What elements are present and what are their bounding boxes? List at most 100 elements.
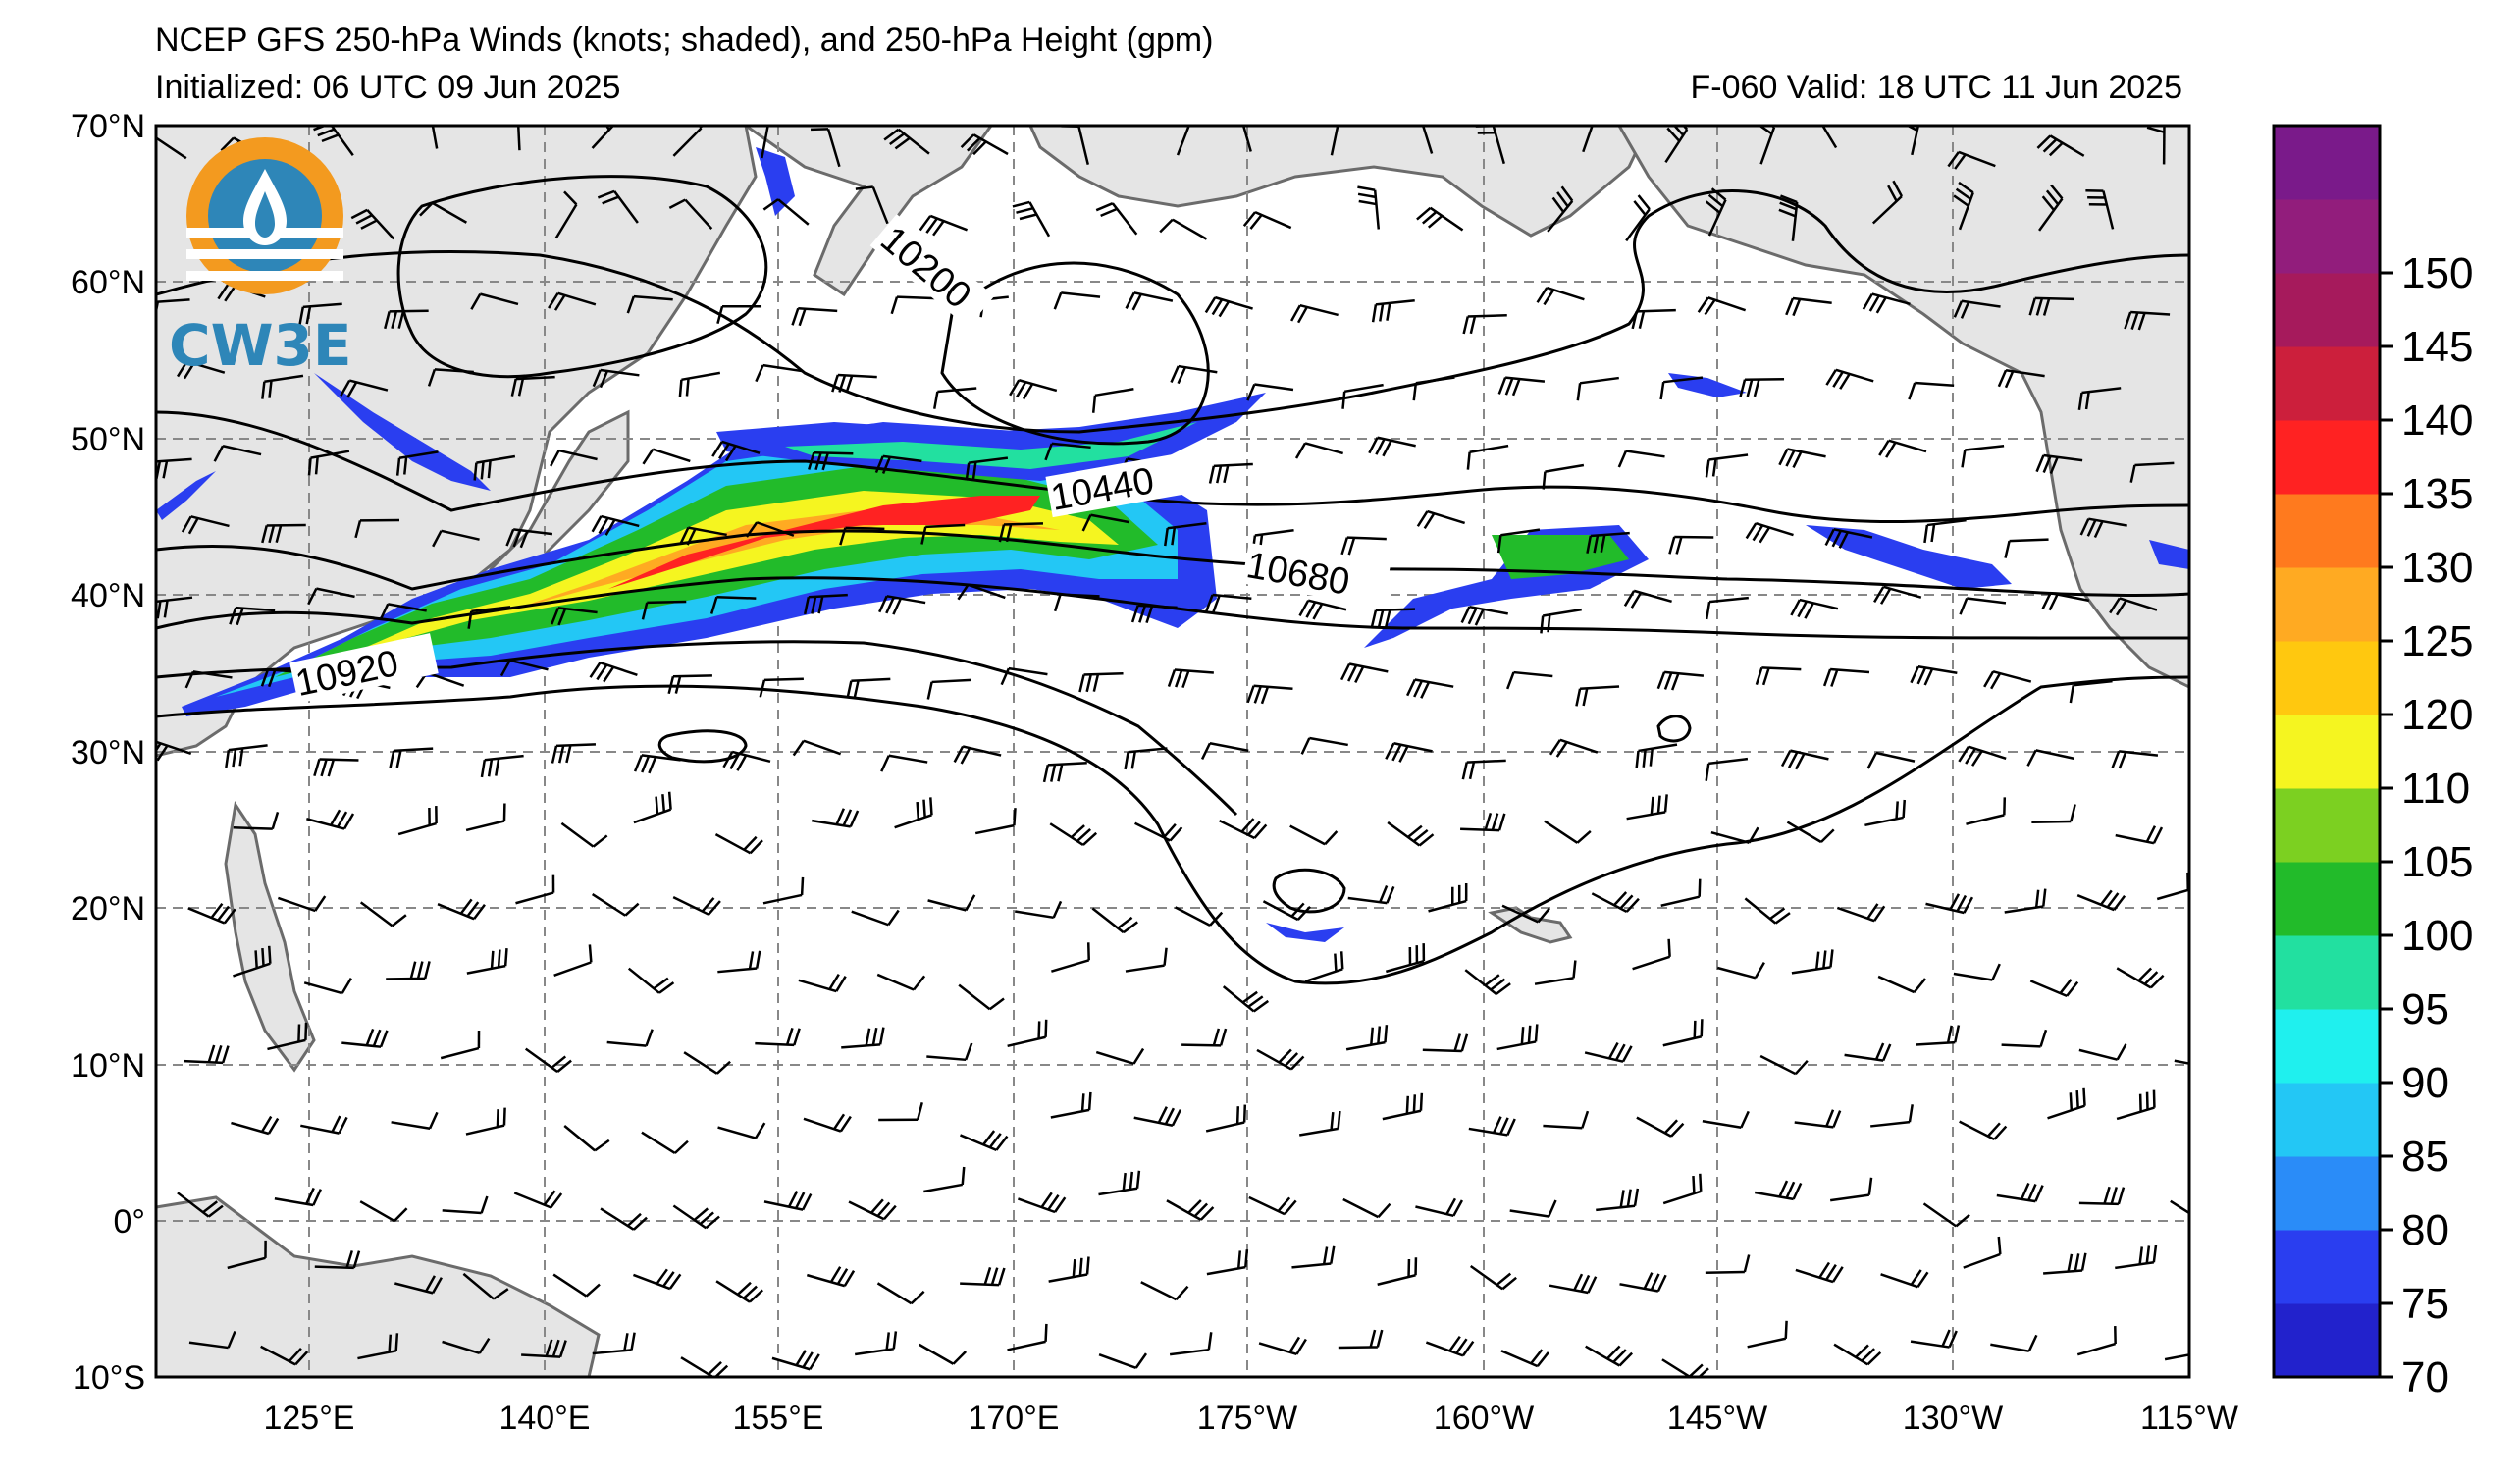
- wind-barb: [359, 901, 407, 927]
- wind-barb: [465, 803, 506, 832]
- wind-barb: [1786, 821, 1835, 844]
- wind-barb: [1540, 608, 1582, 634]
- colorbar-segment: [2274, 1230, 2380, 1304]
- wind-barb: [2079, 517, 2127, 539]
- wind-barb: [1755, 666, 1802, 686]
- wind-barb: [927, 894, 976, 912]
- wind-barb: [432, 529, 480, 548]
- wind-barb: [1794, 1109, 1842, 1129]
- colorbar-segment: [2274, 346, 2380, 421]
- wind-barb: [1345, 1025, 1389, 1051]
- wind-barb: [592, 1332, 636, 1355]
- wind-barb: [1051, 942, 1090, 973]
- land-japan: [478, 409, 630, 612]
- wind-barb: [1871, 180, 1904, 225]
- jet-shade-135kt: [608, 496, 1040, 589]
- wind-barb: [1536, 286, 1585, 306]
- wind-barb: [473, 454, 516, 481]
- wind-barb: [1497, 376, 1546, 397]
- wind-barb: [965, 456, 1009, 481]
- colorbar-tick-label: 140: [2401, 397, 2473, 445]
- wind-barb: [2001, 1029, 2048, 1048]
- wind-barb: [1042, 762, 1087, 783]
- wind-barb: [1501, 904, 1550, 924]
- wind-barb: [763, 1191, 813, 1211]
- wind-barb: [803, 1113, 852, 1133]
- wind-barb: [442, 1337, 491, 1355]
- logo-text: CW3E: [169, 312, 352, 379]
- wind-barb: [437, 898, 486, 921]
- wind-barb: [467, 606, 511, 629]
- wind-barb: [2085, 188, 2115, 230]
- wind-barb: [1833, 1343, 1882, 1366]
- wind-barb: [933, 387, 977, 409]
- wind-barb: [1468, 1116, 1516, 1137]
- wind-barb: [2164, 1353, 2189, 1361]
- wind-barb: [846, 677, 891, 699]
- wind-barb: [2174, 1059, 2189, 1065]
- wind-barb: [1910, 1329, 1958, 1349]
- wind-barb: [1668, 535, 1714, 555]
- wind-barb: [841, 1027, 885, 1049]
- wind-barb: [1299, 1110, 1341, 1137]
- colorbar-tick-label: 80: [2401, 1206, 2449, 1254]
- wind-barb: [340, 379, 389, 398]
- wind-barb: [2069, 679, 2113, 704]
- wind-barb: [1294, 442, 1344, 459]
- wind-barb: [1124, 747, 1168, 770]
- wind-barb: [709, 595, 757, 614]
- wind-barb: [600, 1207, 648, 1231]
- wind-barb: [2116, 1089, 2156, 1121]
- wind-barb: [1710, 826, 1759, 844]
- wind-barb: [1873, 585, 1922, 605]
- wind-barb: [465, 1107, 506, 1136]
- colorbar-segment: [2274, 494, 2380, 568]
- contour-10440: [156, 410, 2189, 524]
- wind-barb: [1462, 314, 1507, 335]
- wind-barb: [1659, 376, 1704, 400]
- lon-label: 170°E: [968, 1400, 1059, 1437]
- wind-barb: [1246, 684, 1293, 705]
- wind-barb: [1958, 745, 2007, 767]
- longitude-axis: 125°E 140°E 155°E 170°E 175°W 160°W 145°…: [263, 1400, 2237, 1437]
- wind-barb: [1181, 1028, 1228, 1047]
- wind-barb: [2031, 804, 2076, 824]
- colorbar-tick-label: 100: [2401, 912, 2473, 960]
- wind-barb: [876, 1282, 925, 1305]
- wind-barb: [1330, 126, 1339, 156]
- wind-barb: [1778, 448, 1826, 469]
- wind-barb: [466, 948, 508, 975]
- wind-barb: [1258, 1336, 1307, 1356]
- wind-barb: [633, 754, 681, 774]
- wind-barb: [1382, 1092, 1424, 1121]
- wind-barb: [1877, 975, 1926, 994]
- wind-barb: [958, 983, 1005, 1011]
- wind-barb: [717, 950, 761, 974]
- map-title: NCEP GFS 250-hPa Winds (knots; shaded), …: [155, 22, 1214, 59]
- contour-10320: [156, 189, 2189, 434]
- wind-barb: [1176, 126, 1190, 156]
- wind-barb: [1219, 818, 1268, 840]
- wind-barb: [1739, 378, 1785, 397]
- wind-barb: [854, 1331, 898, 1356]
- contour-10200-ring: [940, 261, 1210, 446]
- land-north-america: [1617, 126, 2189, 689]
- wind-barb: [1925, 893, 1974, 915]
- wind-barb: [510, 375, 555, 397]
- wind-barb: [1125, 291, 1174, 311]
- wind-barb: [2078, 1043, 2127, 1061]
- wind-barb: [2146, 126, 2166, 165]
- wind-barb: [1460, 605, 1508, 626]
- wind-barb: [714, 833, 763, 855]
- wind-barb: [1222, 985, 1270, 1013]
- wind-barb: [1947, 150, 1996, 170]
- wind-barb: [551, 607, 598, 626]
- wind-barb: [2004, 888, 2047, 914]
- wind-barb: [633, 791, 672, 824]
- wind-barb: [960, 1267, 1006, 1287]
- wind-barb: [314, 1250, 361, 1270]
- jet-shade-east2: [1806, 525, 2012, 589]
- wind-barb: [1780, 749, 1829, 770]
- wind-barb: [513, 1190, 563, 1209]
- wind-barbs: [156, 126, 2189, 1377]
